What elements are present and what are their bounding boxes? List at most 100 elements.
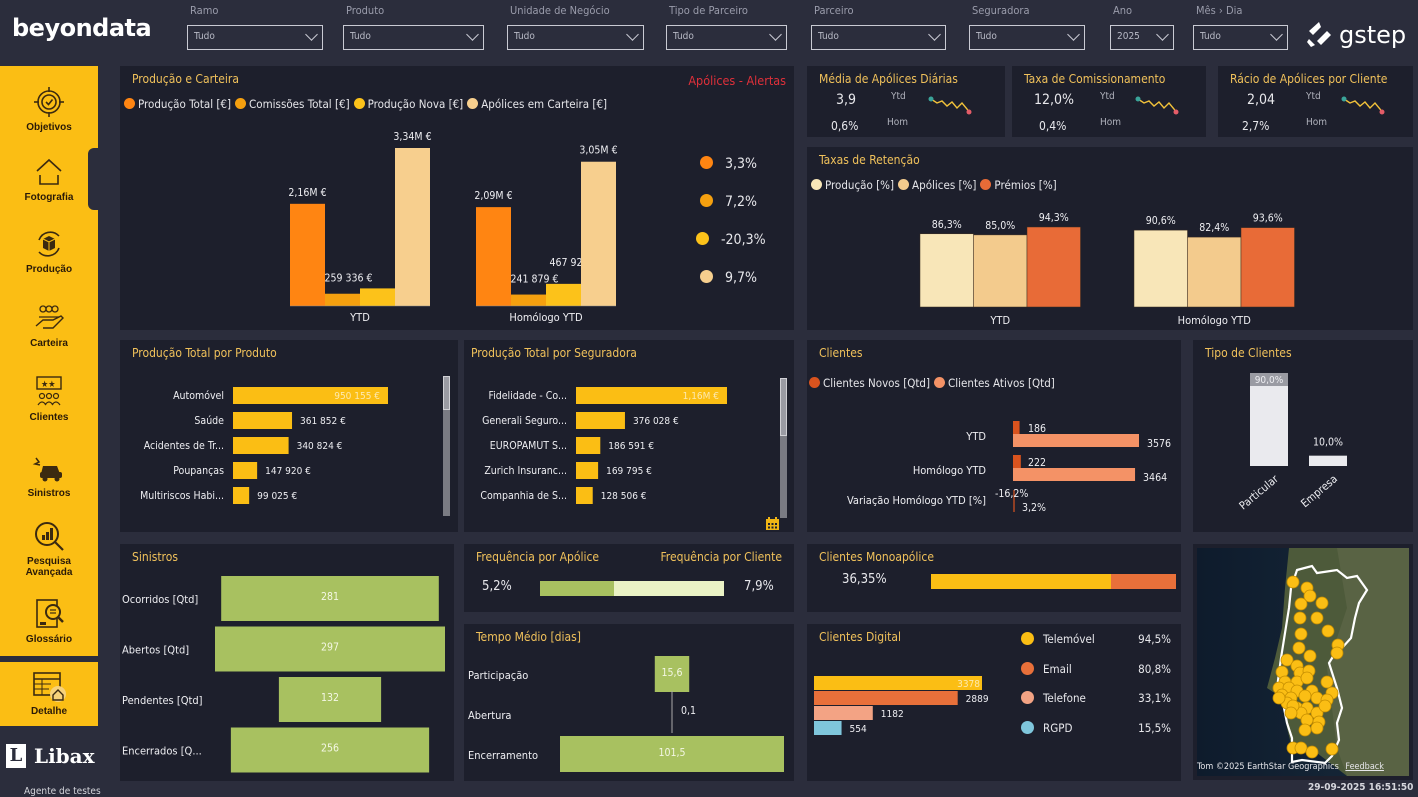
map-marker[interactable] — [1294, 627, 1308, 641]
map-marker[interactable] — [1293, 611, 1307, 625]
sidebar-item-clientes[interactable]: ★★ Clientes — [0, 374, 98, 423]
map-marker[interactable] — [1318, 699, 1332, 713]
funnel-bar-2[interactable] — [560, 736, 784, 772]
map-marker[interactable] — [1321, 624, 1335, 638]
filter-dropdown-m-s-dia[interactable]: Tudo — [1193, 25, 1288, 50]
map-marker[interactable] — [1305, 745, 1319, 759]
bar-empresa[interactable] — [1309, 455, 1347, 466]
bar-0-0[interactable] — [919, 233, 974, 308]
sidebar-item-glossario[interactable]: Glossário — [0, 596, 98, 645]
filter-dropdown-produto[interactable]: Tudo — [343, 25, 484, 50]
sidebar-item-detalhe[interactable]: Detalhe — [0, 662, 98, 726]
map-marker[interactable] — [1280, 653, 1294, 667]
legend-item[interactable]: Apólices em Carteira [€] — [467, 97, 607, 111]
bar-1-1[interactable] — [511, 294, 546, 306]
feedback-link[interactable]: Feedback — [1345, 762, 1384, 772]
bar-telemóvel[interactable] — [814, 676, 982, 690]
map-marker[interactable] — [1325, 742, 1339, 756]
map-marker[interactable] — [1292, 641, 1306, 655]
legend-item[interactable]: Prémios [%] — [980, 178, 1057, 192]
bar-1-0[interactable] — [325, 293, 360, 306]
collapse-tab[interactable] — [88, 148, 100, 210]
legend-item[interactable]: Clientes Ativos [Qtd] — [934, 376, 1055, 390]
sidebar-item-fotografia[interactable]: Fotografia — [0, 154, 98, 203]
scrollbar-thumb[interactable] — [780, 378, 787, 436]
map-marker[interactable] — [1298, 689, 1312, 703]
bar-1[interactable] — [576, 412, 625, 429]
map-marker[interactable] — [1320, 675, 1334, 689]
filter-dropdown-seguradora[interactable]: Tudo — [969, 25, 1085, 50]
panel-map[interactable]: Tom ©2025 EarthStar Geographics Feedback — [1193, 544, 1413, 780]
bar-ativos-0[interactable] — [1013, 434, 1139, 447]
location-markers[interactable] — [1272, 575, 1345, 759]
bar-novos-1[interactable] — [1013, 455, 1021, 468]
bar-1-1[interactable] — [1187, 236, 1242, 308]
bar-novos-0[interactable] — [1013, 421, 1020, 434]
bar-3[interactable] — [233, 462, 258, 479]
bar-2-0[interactable] — [360, 288, 395, 306]
calendar-icon[interactable] — [765, 516, 780, 531]
funnel-bar-0[interactable] — [654, 656, 690, 692]
map-marker[interactable] — [1330, 646, 1344, 660]
filter-dropdown-ano[interactable]: 2025 — [1110, 25, 1174, 50]
map-marker[interactable] — [1303, 589, 1317, 603]
scrollbar[interactable] — [443, 376, 450, 516]
map-marker[interactable] — [1315, 596, 1329, 610]
sidebar-item-carteira[interactable]: Carteira — [0, 300, 98, 349]
legend-item[interactable]: Clientes Novos [Qtd] — [809, 376, 930, 390]
legend-item[interactable]: Apólices [%] — [898, 178, 976, 192]
map-marker[interactable] — [1294, 741, 1308, 755]
bar-email[interactable] — [814, 691, 958, 705]
bar-telefone[interactable] — [814, 706, 873, 720]
bar-4[interactable] — [576, 487, 593, 504]
bar-2[interactable] — [233, 437, 289, 454]
bar-0[interactable] — [233, 387, 388, 404]
portugal-map[interactable] — [1197, 548, 1409, 776]
map-marker[interactable] — [1303, 649, 1317, 663]
scrollbar-thumb[interactable] — [443, 376, 450, 410]
funnel-bar-1[interactable] — [215, 626, 445, 672]
bar-ativos-1[interactable] — [1013, 468, 1136, 481]
filter-dropdown-tipo-de-parceiro[interactable]: Tudo — [666, 25, 787, 50]
bar-3-0[interactable] — [395, 148, 430, 306]
bar-1-0[interactable] — [973, 234, 1028, 308]
bar-2-1[interactable] — [546, 283, 581, 306]
map-marker[interactable] — [1272, 691, 1286, 705]
sidebar-item-pesquisa-avancada[interactable]: Pesquisa Avançada — [0, 518, 98, 578]
bar-2-0[interactable] — [1026, 226, 1081, 308]
bar-0-1[interactable] — [1133, 229, 1188, 308]
map-marker[interactable] — [1284, 706, 1298, 720]
sidebar-item-objetivos[interactable]: Objetivos — [0, 84, 98, 133]
bar-0-1[interactable] — [476, 207, 511, 306]
bar-2[interactable] — [576, 437, 601, 454]
map-marker[interactable] — [1298, 723, 1312, 737]
bar-0[interactable] — [576, 387, 727, 404]
funnel-bar-2[interactable] — [278, 677, 382, 722]
legend-item[interactable]: Produção Total [€] — [124, 97, 231, 111]
funnel-bar-3[interactable] — [230, 727, 430, 773]
funnel-bar-0[interactable] — [221, 576, 439, 621]
filter-dropdown-parceiro[interactable]: Tudo — [811, 25, 946, 50]
map-marker[interactable] — [1310, 611, 1324, 625]
bar-4[interactable] — [233, 487, 250, 504]
bar-0-0[interactable] — [290, 203, 325, 306]
filter-dropdown-ramo[interactable]: Tudo — [187, 25, 323, 50]
bar-1[interactable] — [233, 412, 293, 429]
bar-2-1[interactable] — [1240, 227, 1295, 308]
bar-particular[interactable] — [1250, 373, 1288, 466]
map-marker[interactable] — [1286, 575, 1300, 589]
legend-item[interactable]: Produção Nova [€] — [353, 97, 463, 111]
bar-3-1[interactable] — [581, 161, 616, 306]
sidebar-item-producao[interactable]: Produção — [0, 226, 98, 275]
legend-item[interactable]: Produção [%] — [811, 178, 894, 192]
map-marker[interactable] — [1310, 721, 1324, 735]
bar-3[interactable] — [576, 462, 599, 479]
alerts-link[interactable]: Apólices - Alertas — [688, 73, 786, 88]
legend-item[interactable]: Comissões Total [€] — [235, 97, 350, 111]
sidebar-item-sinistros[interactable]: Sinistros — [0, 450, 98, 499]
map-marker[interactable] — [1294, 597, 1308, 611]
map-marker[interactable] — [1300, 671, 1314, 685]
scrollbar[interactable] — [780, 378, 787, 518]
filter-dropdown-unidade-de-neg-cio[interactable]: Tudo — [507, 25, 644, 50]
bar-rgpd[interactable] — [814, 721, 842, 735]
